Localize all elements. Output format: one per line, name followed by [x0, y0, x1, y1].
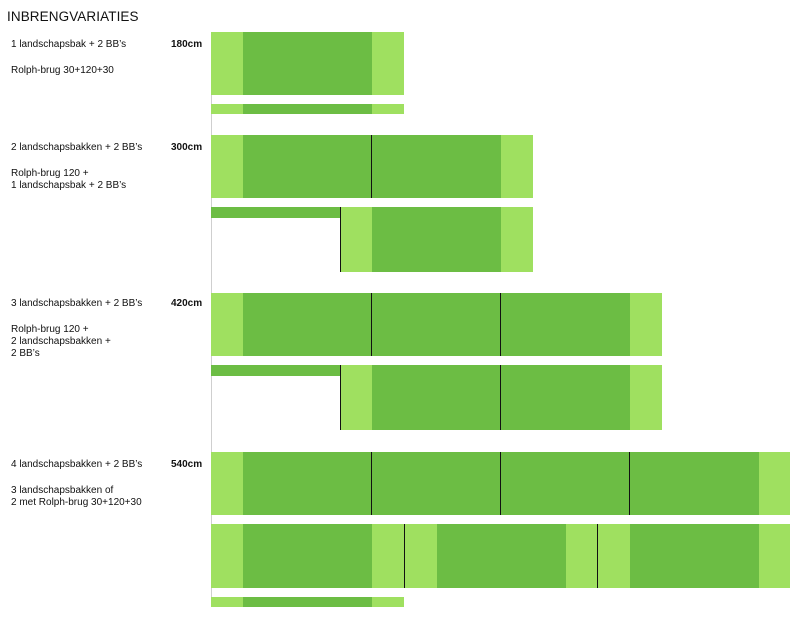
- v2-module-1-end-piece: [211, 135, 244, 198]
- v2-module-4-end-piece: [501, 135, 533, 198]
- variation-4-width: 540cm: [171, 459, 203, 470]
- v4-module-4-landschapsbak: [501, 452, 630, 515]
- variation-3-alt-label: Rolph-brug 120 + 2 landschapsbakken + 2 …: [11, 324, 111, 356]
- variation-2-label: 2 landschapsbakken + 2 BB’s: [11, 142, 143, 153]
- v4-alt-module-6-end-piece: [566, 524, 598, 588]
- v4-alt-module-3-end-piece: [372, 524, 405, 588]
- v4-module-6-end-piece: [759, 452, 790, 515]
- variation-2-width: 300cm: [171, 142, 203, 153]
- left-guide-line: [211, 32, 212, 607]
- v4-alt-module-4-end-piece: [405, 524, 437, 588]
- v2-module-3-landschapsbak: [372, 135, 501, 198]
- v4-bridge-strip-2-landschapsbak: [243, 597, 372, 607]
- page-title: INBRENGVARIATIES: [7, 9, 139, 24]
- v4-bridge-strip-3-end-piece: [372, 597, 404, 607]
- v1-module-1-end-piece: [211, 32, 244, 95]
- variation-1-alt-label: Rolph-brug 30+120+30: [11, 65, 114, 76]
- v2-alt-module-2-landschapsbak: [372, 207, 501, 272]
- variation-3-width: 420cm: [171, 298, 203, 309]
- v1-module-2-landschapsbak: [243, 32, 372, 95]
- v2-module-2-landschapsbak: [243, 135, 372, 198]
- v4-alt-module-5-landschapsbak: [437, 524, 566, 588]
- v1-bridge-strip-1-end-piece: [211, 104, 244, 114]
- v4-alt-module-7-end-piece: [598, 524, 630, 588]
- v4-module-5-landschapsbak: [630, 452, 759, 515]
- v4-module-3-landschapsbak: [372, 452, 501, 515]
- variation-1-width: 180cm: [171, 39, 203, 50]
- v3-alt-module-4-end-piece: [630, 365, 662, 430]
- v3-module-4-landschapsbak: [501, 293, 630, 356]
- v2-alt-module-1-end-piece: [340, 207, 372, 272]
- v3-alt-module-2-landschapsbak: [372, 365, 501, 430]
- v4-alt-module-8-landschapsbak: [630, 524, 759, 588]
- v1-bridge-strip-2-landschapsbak: [243, 104, 372, 114]
- v1-bridge-strip-3-end-piece: [372, 104, 404, 114]
- variation-4-label: 4 landschapsbakken + 2 BB’s: [11, 459, 143, 470]
- v1-module-3-end-piece: [372, 32, 404, 95]
- variation-2-alt-label: Rolph-brug 120 + 1 landschapsbak + 2 BB’…: [11, 168, 127, 191]
- v4-alt-module-1-end-piece: [211, 524, 244, 588]
- v2-alt-module-3-end-piece: [501, 207, 533, 272]
- v3-module-1-end-piece: [211, 293, 244, 356]
- v3-module-5-end-piece: [630, 293, 662, 356]
- v3-alt-module-3-landschapsbak: [501, 365, 630, 430]
- v4-module-2-landschapsbak: [243, 452, 372, 515]
- variation-4-alt-label: 3 landschapsbakken of 2 met Rolph-brug 3…: [11, 485, 142, 508]
- variation-3-label: 3 landschapsbakken + 2 BB’s: [11, 298, 143, 309]
- v3-bridge-strip-1-landschapsbak: [211, 365, 340, 376]
- v4-module-1-end-piece: [211, 452, 244, 515]
- v3-alt-module-1-end-piece: [340, 365, 372, 430]
- v4-bridge-strip-1-end-piece: [211, 597, 244, 607]
- v4-alt-module-9-end-piece: [759, 524, 790, 588]
- v4-alt-module-2-landschapsbak: [243, 524, 372, 588]
- v3-module-3-landschapsbak: [372, 293, 501, 356]
- v2-bridge-strip-1-landschapsbak: [211, 207, 340, 218]
- v3-module-2-landschapsbak: [243, 293, 372, 356]
- variation-1-label: 1 landschapsbak + 2 BB’s: [11, 39, 127, 50]
